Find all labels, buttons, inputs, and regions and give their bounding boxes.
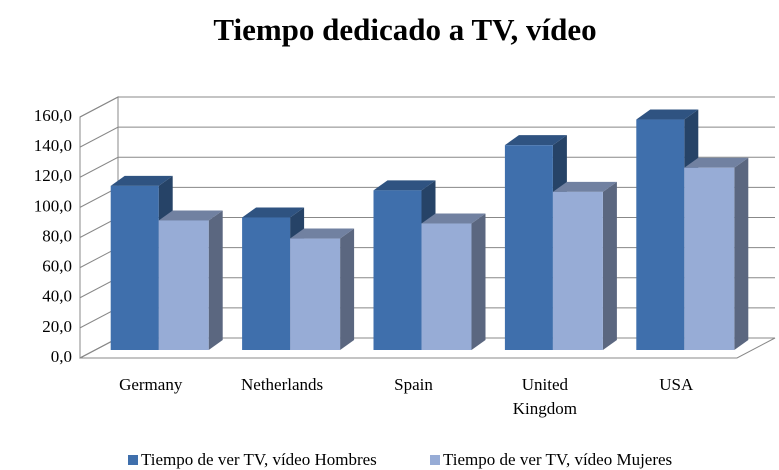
bar: [636, 119, 685, 350]
legend-swatch: [128, 455, 138, 465]
bar-side: [208, 210, 223, 350]
bar: [110, 185, 159, 350]
bar-top: [110, 175, 173, 186]
bar-top: [504, 135, 567, 146]
bar-side: [602, 181, 617, 350]
bar: [290, 238, 341, 350]
bar: [552, 191, 603, 350]
y-tick-label: 160,0: [34, 106, 72, 125]
bar-top: [684, 157, 749, 168]
y-tick-label: 80,0: [42, 226, 72, 245]
x-tick-label: USA: [659, 375, 694, 394]
legend-swatch: [430, 455, 440, 465]
chart-title: Tiempo dedicado a TV, vídeo: [213, 12, 596, 47]
legend-label: Tiempo de ver TV, vídeo Mujeres: [443, 450, 672, 469]
bar: [504, 145, 553, 350]
bar: [158, 220, 209, 350]
x-tick-label: Netherlands: [241, 375, 323, 394]
y-tick-label: 0,0: [51, 347, 72, 366]
y-tick-label: 60,0: [42, 257, 72, 276]
bar: [684, 167, 735, 350]
y-tick-label: 40,0: [42, 287, 72, 306]
y-tick-label: 140,0: [34, 136, 72, 155]
x-tick-label: Spain: [394, 375, 433, 394]
y-tick-label: 120,0: [34, 166, 72, 185]
y-tick-label: 20,0: [42, 317, 72, 336]
grid-line: [79, 96, 775, 118]
y-tick-label: 100,0: [34, 196, 72, 215]
bar-top: [636, 109, 699, 120]
bar-side: [734, 157, 749, 350]
bar-side: [340, 228, 355, 350]
bar-side: [471, 213, 486, 350]
bar-top: [242, 207, 305, 218]
bar-top: [421, 213, 486, 224]
x-tick-label: Germany: [119, 375, 183, 394]
bar-top: [552, 181, 617, 192]
bar-top: [290, 228, 355, 239]
bar-top: [373, 180, 436, 191]
legend-label: Tiempo de ver TV, vídeo Hombres: [141, 450, 377, 469]
grid-line: [79, 126, 775, 148]
bar: [421, 223, 472, 350]
bar: [242, 217, 291, 350]
bar-top: [158, 210, 223, 221]
x-tick-label: United Kingdom: [513, 375, 577, 418]
bar: [373, 190, 422, 350]
